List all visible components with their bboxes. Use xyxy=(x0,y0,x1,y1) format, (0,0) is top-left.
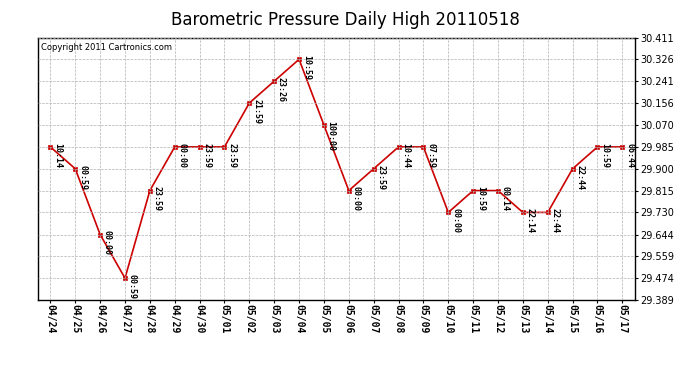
Text: 10:59: 10:59 xyxy=(476,186,485,211)
Text: 22:44: 22:44 xyxy=(551,208,560,233)
Text: 22:14: 22:14 xyxy=(526,208,535,233)
Text: 22:44: 22:44 xyxy=(575,165,584,190)
Text: 10:44: 10:44 xyxy=(402,143,411,168)
Text: 23:59: 23:59 xyxy=(202,143,211,168)
Text: 10:14: 10:14 xyxy=(53,143,62,168)
Text: 21:59: 21:59 xyxy=(252,99,261,124)
Text: 00:00: 00:00 xyxy=(103,230,112,255)
Text: 100:00: 100:00 xyxy=(327,121,336,151)
Text: Copyright 2011 Cartronics.com: Copyright 2011 Cartronics.com xyxy=(41,43,172,52)
Text: 00:00: 00:00 xyxy=(451,208,460,233)
Text: 23:59: 23:59 xyxy=(377,165,386,190)
Text: 23:26: 23:26 xyxy=(277,77,286,102)
Text: 23:59: 23:59 xyxy=(227,143,236,168)
Text: 10:59: 10:59 xyxy=(600,143,609,168)
Text: 23:59: 23:59 xyxy=(152,186,161,211)
Text: Barometric Pressure Daily High 20110518: Barometric Pressure Daily High 20110518 xyxy=(170,11,520,29)
Text: 06:44: 06:44 xyxy=(625,143,634,168)
Text: 00:00: 00:00 xyxy=(352,186,361,211)
Text: 00:59: 00:59 xyxy=(128,274,137,299)
Text: 00:00: 00:00 xyxy=(177,143,186,168)
Text: 07:59: 07:59 xyxy=(426,143,435,168)
Text: 00:59: 00:59 xyxy=(78,165,87,190)
Text: 00:14: 00:14 xyxy=(501,186,510,211)
Text: 10:59: 10:59 xyxy=(302,55,311,80)
